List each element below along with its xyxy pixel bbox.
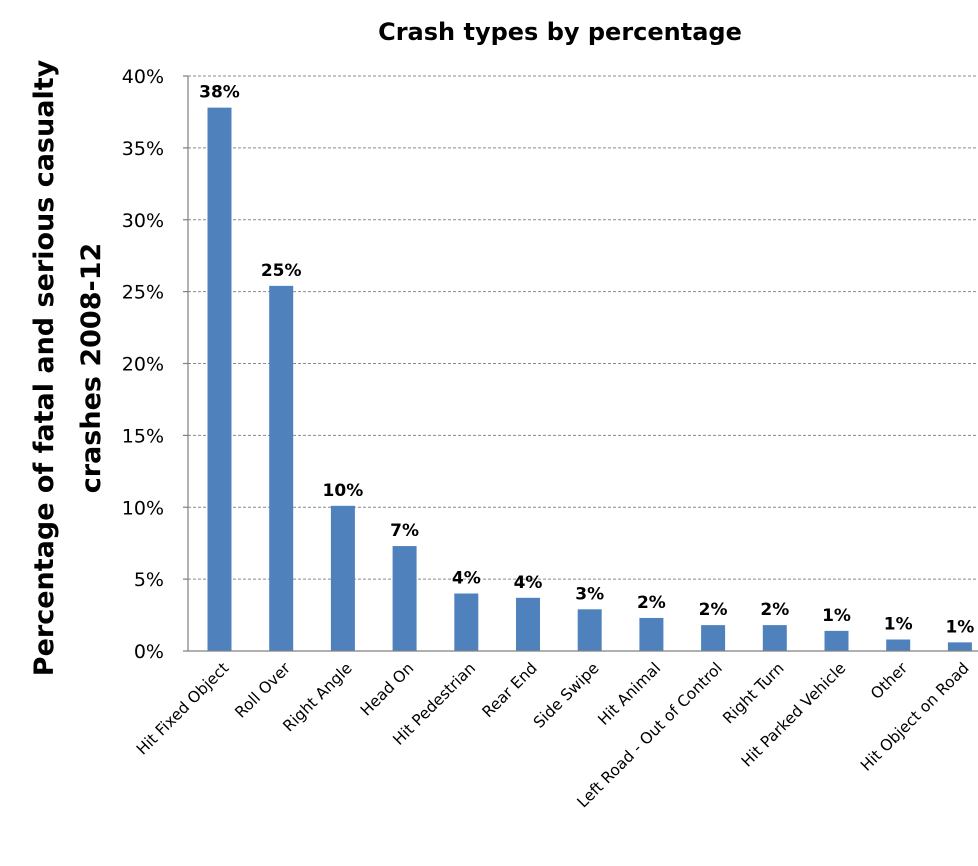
y-tick-label: 0% xyxy=(134,641,164,663)
y-tick-label: 10% xyxy=(122,497,164,519)
data-label: 2% xyxy=(760,600,789,620)
bar xyxy=(577,609,602,651)
y-axis-label-line-2: crashes 2008-12 xyxy=(76,243,107,494)
bar xyxy=(762,625,787,651)
x-tick-label: Hit Fixed Object xyxy=(133,659,232,758)
bar xyxy=(824,630,849,651)
y-tick-label: 40% xyxy=(122,66,164,88)
data-label: 25% xyxy=(261,261,302,281)
data-label: 38% xyxy=(199,83,240,103)
data-label: 7% xyxy=(390,521,419,541)
data-label: 10% xyxy=(323,481,364,501)
data-labels: 38% 25% 10% 7% 4% 4% 3% 2% 2% 2% 1% 1% 1% xyxy=(199,83,974,638)
x-tick-label: Other xyxy=(867,659,911,703)
bar xyxy=(947,642,972,651)
data-label: 1% xyxy=(884,615,913,635)
bar xyxy=(516,597,540,651)
bar xyxy=(207,107,232,651)
chart-title: Crash types by percentage xyxy=(378,18,742,46)
y-tick-label: 5% xyxy=(134,569,164,591)
y-tick-label: 20% xyxy=(122,354,164,376)
data-label: 4% xyxy=(514,573,543,593)
axes xyxy=(183,75,978,652)
bar xyxy=(330,505,355,651)
x-tick-label: Hit Object on Road xyxy=(857,659,973,775)
y-tick-label: 35% xyxy=(122,138,164,160)
data-label: 1% xyxy=(822,606,851,626)
x-tick-label: Roll Over xyxy=(232,659,295,722)
y-tick-label: 25% xyxy=(122,282,164,304)
y-axis-label: Percentage of fatal and serious casualty… xyxy=(29,59,107,676)
bar xyxy=(269,285,294,651)
data-label: 3% xyxy=(575,584,604,604)
x-tick-label: Side Swipe xyxy=(530,659,603,732)
x-tick-label: Head On xyxy=(357,659,417,719)
data-label: 2% xyxy=(699,600,728,620)
y-axis-label-line-1: Percentage of fatal and serious casualty xyxy=(29,59,60,676)
data-label: 4% xyxy=(452,569,481,589)
y-tick-label: 30% xyxy=(122,210,164,232)
bar xyxy=(392,546,417,651)
y-axis-ticks: 0% 5% 10% 15% 20% 25% 30% 35% 40% xyxy=(122,66,164,663)
data-label: 1% xyxy=(945,617,974,637)
x-tick-label: Rear End xyxy=(479,659,541,721)
bar xyxy=(639,617,664,651)
gridlines xyxy=(188,75,978,580)
y-tick-label: 15% xyxy=(122,425,164,447)
bar xyxy=(701,625,726,651)
x-tick-label: Hit Parked Vehicle xyxy=(738,659,849,770)
bar xyxy=(454,593,479,651)
bars xyxy=(207,107,972,651)
data-label: 2% xyxy=(637,593,666,613)
bar xyxy=(886,639,911,651)
